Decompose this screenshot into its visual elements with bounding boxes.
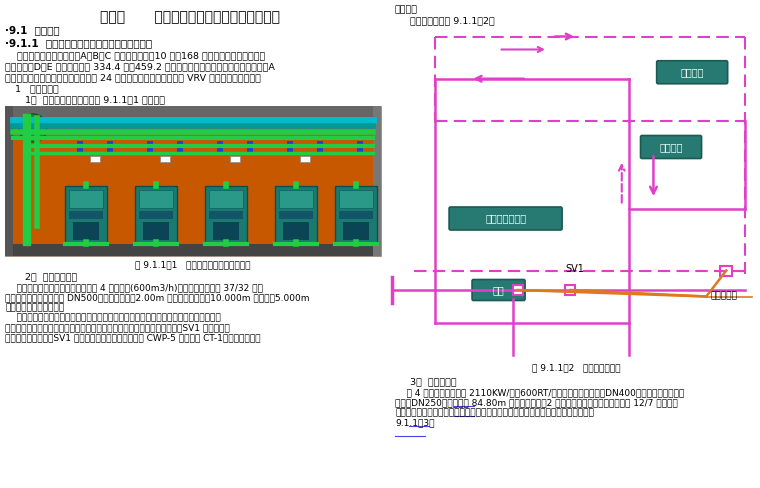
- Bar: [217, 141, 223, 153]
- Bar: [275, 186, 317, 244]
- FancyBboxPatch shape: [449, 207, 562, 230]
- Text: 油发电机组启动时，SV1 打开，同时启动冷却水备用泵 CWP-5 及冷却塔 CT-1，向发电机组供: 油发电机组启动时，SV1 打开，同时启动冷却水备用泵 CWP-5 及冷却塔 CT…: [5, 333, 261, 342]
- Bar: [283, 222, 309, 240]
- Text: 9.1.1－3。: 9.1.1－3。: [395, 418, 435, 427]
- Bar: [513, 285, 523, 295]
- Bar: [5, 106, 381, 256]
- FancyBboxPatch shape: [472, 280, 525, 301]
- Bar: [147, 141, 153, 153]
- Text: 切换开关。: 切换开关。: [711, 291, 737, 301]
- Bar: [300, 156, 310, 162]
- Text: 互电机组: 互电机组: [659, 142, 682, 152]
- Text: ·9.1  专业简述: ·9.1 专业简述: [5, 25, 59, 35]
- Text: 泵组: 泵组: [492, 285, 505, 295]
- Bar: [139, 190, 173, 208]
- Text: 1）  制冷机房平面布置如图 9.1.1－1 所示：。: 1） 制冷机房平面布置如图 9.1.1－1 所示：。: [25, 95, 165, 104]
- Bar: [107, 141, 113, 153]
- Text: 1   制冷机房。: 1 制冷机房。: [15, 84, 59, 93]
- Bar: [287, 141, 293, 153]
- Text: 图 9.1.1－2   冷却水流程图。: 图 9.1.1－2 冷却水流程图。: [532, 363, 620, 372]
- Bar: [339, 211, 373, 219]
- Bar: [247, 141, 253, 153]
- Text: 第九章      空调通风系统施工方案及保证措施: 第九章 空调通风系统施工方案及保证措施: [100, 10, 280, 24]
- Bar: [5, 244, 381, 256]
- Circle shape: [19, 114, 47, 142]
- Text: 2）  冷却水系统。: 2） 冷却水系统。: [25, 272, 78, 281]
- Bar: [135, 186, 177, 244]
- Bar: [177, 141, 183, 153]
- Bar: [5, 106, 381, 118]
- Text: SV1: SV1: [565, 264, 584, 274]
- Text: 一路（DN250）换至裙区 84.80m 板式热交换器（2 台）。提供的冷冻水进出口温度 12/7 摄氏度。: 一路（DN250）换至裙区 84.80m 板式热交换器（2 台）。提供的冷冻水进…: [395, 398, 678, 407]
- Bar: [279, 190, 313, 208]
- Text: 图 9.1.1－1   制冷机房平面布置示意图。: 图 9.1.1－1 制冷机房平面布置示意图。: [135, 260, 251, 269]
- Bar: [279, 211, 313, 219]
- Text: 冷却塔道: 冷却塔道: [680, 67, 704, 77]
- Bar: [565, 285, 575, 295]
- Bar: [230, 156, 240, 162]
- Bar: [343, 222, 369, 240]
- Text: 空调系统分成三大部分：A、B、C 段（建筑标高－10 米～168 米）的区域采用水冷离心: 空调系统分成三大部分：A、B、C 段（建筑标高－10 米～168 米）的区域采用…: [5, 51, 265, 60]
- Bar: [209, 211, 243, 219]
- Bar: [69, 211, 103, 219]
- Bar: [139, 211, 173, 219]
- Text: 离心式冷水机组: 离心式冷水机组: [485, 214, 526, 224]
- Text: 冷却水流程见图 9.1.1－2。: 冷却水流程见图 9.1.1－2。: [410, 16, 495, 25]
- Bar: [209, 190, 243, 208]
- Text: 空调冷却水系统同时为水冷式柴油发电机组的冷却水系统。在市政停电时，自动切换其: 空调冷却水系统同时为水冷式柴油发电机组的冷却水系统。在市政停电时，自动切换其: [5, 313, 220, 322]
- FancyBboxPatch shape: [641, 136, 701, 159]
- Bar: [5, 106, 13, 256]
- Bar: [90, 156, 100, 162]
- Bar: [317, 141, 323, 153]
- Text: 冷却水。: 冷却水。: [395, 5, 418, 14]
- Text: 层为冷冻机提供冷却水。: 层为冷冻机提供冷却水。: [5, 303, 64, 312]
- Bar: [160, 156, 170, 162]
- Text: 冷水机组；D、E 段（建筑标高 334.4 米～459.2 米）的区域采用风冷（热泵）机组系统；A: 冷水机组；D、E 段（建筑标高 334.4 米～459.2 米）的区域采用风冷（…: [5, 62, 275, 71]
- Text: ·9.1.1  集中供冷、供热机房及其水系统介绍。: ·9.1.1 集中供冷、供热机房及其水系统介绍。: [5, 38, 152, 48]
- Text: 中一台冷却塔和冷却水泵为水冷式柴油发电机组提供冷却水。空调工况时，SV1 关闭；当柴: 中一台冷却塔和冷却水泵为水冷式柴油发电机组提供冷却水。空调工况时，SV1 关闭；…: [5, 323, 230, 332]
- Bar: [73, 222, 99, 240]
- Text: 3）  冷水系统。: 3） 冷水系统。: [410, 377, 457, 386]
- Bar: [143, 222, 169, 240]
- Bar: [720, 265, 733, 276]
- Text: 度），冷却水管最大管径 DN500，一层敷设在－2.00m 的地沟中，穿过－10.000m 层到达－5.000m: 度），冷却水管最大管径 DN500，一层敷设在－2.00m 的地沟中，穿过－10…: [5, 293, 309, 302]
- Bar: [69, 190, 103, 208]
- Bar: [213, 222, 239, 240]
- Text: 由 4 台离心式冷水机组 2110KW/台（600RT/台）提供冷冻水一路（DN400）供低区空调使用，: 由 4 台离心式冷水机组 2110KW/台（600RT/台）提供冷冻水一路（DN…: [395, 388, 684, 397]
- Bar: [357, 141, 363, 153]
- Bar: [205, 186, 247, 244]
- Bar: [77, 141, 83, 153]
- Text: 段部分需独立运行的市政配套用房或 24 小时运行的器电控制室采用 VRV 系统和分体空调机。: 段部分需独立运行的市政配套用房或 24 小时运行的器电控制室采用 VRV 系统和…: [5, 73, 261, 82]
- Bar: [339, 190, 373, 208]
- Bar: [373, 106, 381, 256]
- Text: 空调冷冻水系统采用一次泵压差变频系统，系统设置动态平衡措施。冷冻水流程见图: 空调冷冻水系统采用一次泵压差变频系统，系统设置动态平衡措施。冷冻水流程见图: [395, 408, 594, 417]
- Bar: [335, 186, 377, 244]
- FancyBboxPatch shape: [657, 61, 727, 84]
- Bar: [65, 186, 107, 244]
- Text: 冷却水由地上位于东北角平台底的 4 台冷却塔(600m3/h)提供（送出水温为 37/32 摄氏: 冷却水由地上位于东北角平台底的 4 台冷却塔(600m3/h)提供（送出水温为 …: [5, 283, 263, 292]
